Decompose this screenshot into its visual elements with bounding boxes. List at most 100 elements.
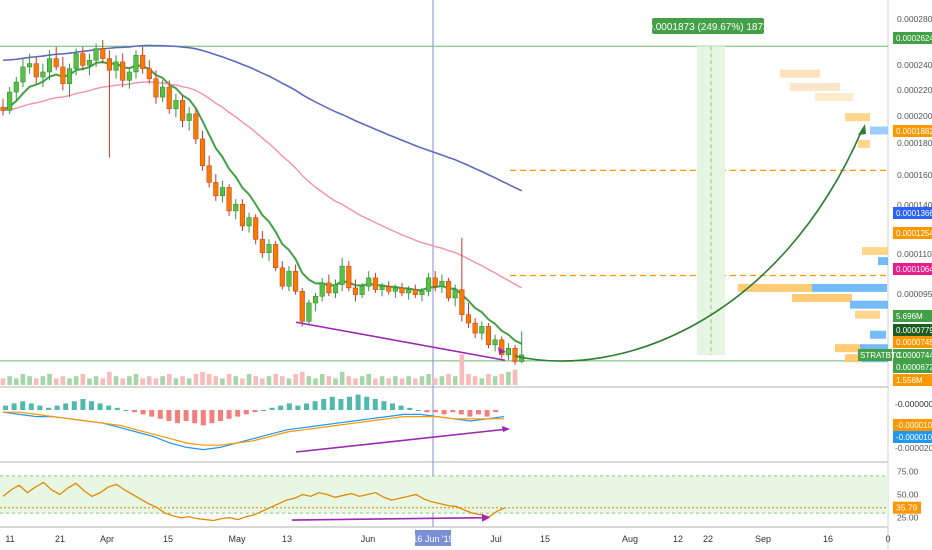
- candle-body: [505, 347, 511, 356]
- volume-bar: [0, 378, 6, 385]
- volume-profile-bar: [845, 113, 870, 122]
- volume-profile-bar: [855, 310, 880, 319]
- volume-bar: [213, 376, 219, 385]
- candle-body: [193, 113, 199, 140]
- candle-body: [439, 280, 445, 287]
- volume-bar: [147, 376, 152, 385]
- candle-body: [100, 48, 106, 59]
- volume-bar: [379, 376, 385, 385]
- candle-body: [459, 289, 465, 315]
- time-axis-label: Sep: [755, 534, 771, 544]
- price-badge-bg: [893, 125, 932, 137]
- volume-profile-bar: [862, 247, 888, 256]
- volume-bar: [113, 376, 119, 385]
- candle-body: [40, 71, 46, 78]
- macd-histogram-bar: [200, 410, 206, 426]
- volume-profile-bar: [870, 126, 888, 135]
- time-axis-label: 16: [823, 534, 833, 544]
- time-axis-label: Jul: [490, 534, 502, 544]
- candle-body: [180, 100, 186, 121]
- price-area: 0.0001873 (249.67%) 1873: [0, 18, 888, 385]
- volume-bar: [306, 376, 312, 385]
- time-axis-label: Aug: [622, 534, 638, 544]
- candle-body: [299, 291, 305, 322]
- macd-histogram-bar: [484, 410, 490, 417]
- time-axis-label: Apr: [100, 534, 114, 544]
- target-projection-arrow: [514, 129, 863, 362]
- macd-histogram-bar: [20, 401, 26, 410]
- macd-histogram-bar: [355, 394, 361, 410]
- macd-histogram-bar: [218, 410, 223, 421]
- candle-body: [239, 203, 245, 227]
- volume-bar: [206, 374, 212, 385]
- time-axis-label: 15: [163, 534, 173, 544]
- ema-fast-line: [2, 60, 523, 345]
- candle-body: [446, 280, 452, 299]
- volume-bar: [246, 374, 252, 385]
- volume-profile-bar: [860, 344, 888, 353]
- volume-bar: [426, 374, 431, 385]
- macd-histogram-bar: [28, 403, 34, 410]
- volume-bar: [366, 374, 372, 385]
- target-box-label: 0.0001873 (249.67%) 1873: [647, 22, 769, 33]
- volume-bar: [393, 376, 398, 385]
- volume-bar: [273, 374, 278, 385]
- macd-histogram-bar: [3, 405, 8, 410]
- price-badge-label: 0.0001366: [896, 209, 932, 218]
- macd-histogram-bar: [458, 410, 464, 415]
- volume-bar: [413, 378, 418, 385]
- volume-bar: [53, 378, 59, 385]
- candle-body: [293, 270, 299, 292]
- volume-bar: [14, 378, 19, 385]
- candle-body: [206, 165, 212, 183]
- rsi-divergence-line: [291, 516, 487, 521]
- macd-histogram-bar: [467, 410, 473, 417]
- macd-histogram-bar: [252, 410, 258, 413]
- volume-bar: [186, 378, 192, 385]
- macd-histogram-bar: [312, 401, 318, 410]
- candle-body: [0, 106, 6, 111]
- price-badge-label: 0.0000744: [896, 351, 932, 360]
- rsi-axis-tick: 75.00: [897, 466, 919, 476]
- candle-body: [465, 314, 472, 324]
- candle-body: [153, 78, 159, 98]
- macd-histogram-bar: [381, 401, 387, 410]
- candle-body: [20, 66, 26, 83]
- macd-histogram-bar: [80, 399, 86, 410]
- macd-badge-label: -0.0000103: [896, 421, 932, 430]
- volume-bar: [166, 374, 172, 385]
- macd-histogram-bar: [157, 410, 163, 419]
- volume-bar: [313, 378, 318, 385]
- macd-histogram-bar: [71, 401, 77, 410]
- candle-body: [479, 326, 485, 334]
- macd-histogram-bar: [243, 410, 249, 415]
- macd-histogram-bar: [304, 403, 309, 410]
- candle-body: [133, 54, 139, 73]
- volume-bar: [226, 374, 232, 385]
- volume-bar: [153, 378, 159, 385]
- price-badge-bg: [893, 374, 932, 386]
- time-axis-cursor-bg: [415, 530, 451, 546]
- macd-histogram-bar: [192, 410, 198, 424]
- volume-profile-bar: [858, 139, 870, 148]
- volume-bar: [293, 374, 298, 385]
- volume-bar: [406, 376, 411, 385]
- volume-bar: [339, 371, 345, 385]
- volume-bar: [359, 376, 365, 385]
- price-badge-label: 0.0001882: [896, 127, 932, 136]
- rsi-axis-tick: 25.00: [897, 513, 919, 523]
- volume-bar: [20, 374, 26, 385]
- macd-histogram-bar: [54, 405, 60, 410]
- candle-body: [233, 203, 239, 212]
- macd-histogram-bar: [441, 410, 447, 415]
- time-axis-label: 22: [703, 534, 713, 544]
- macd-histogram-bar: [183, 410, 189, 421]
- volume-profile-bar: [790, 83, 840, 92]
- symbol-badge: STRATBTC: [860, 351, 902, 360]
- volume-bar: [479, 378, 485, 385]
- volume-profile-bar: [878, 257, 888, 266]
